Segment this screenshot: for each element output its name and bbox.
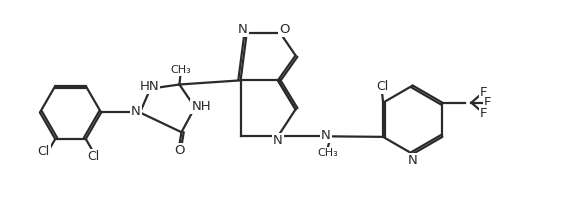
Text: F: F	[480, 86, 488, 99]
Text: CH₃: CH₃	[318, 148, 338, 158]
Text: N: N	[131, 105, 141, 118]
Text: O: O	[279, 23, 289, 36]
Text: HN: HN	[140, 80, 159, 93]
Text: Cl: Cl	[376, 80, 388, 93]
Text: O: O	[174, 144, 185, 157]
Text: N: N	[238, 23, 247, 36]
Text: F: F	[480, 107, 488, 120]
Text: NH: NH	[191, 100, 211, 113]
Text: N: N	[321, 129, 330, 142]
Text: Cl: Cl	[87, 150, 99, 163]
Text: N: N	[408, 154, 417, 167]
Text: CH₃: CH₃	[170, 65, 191, 75]
Text: Cl: Cl	[38, 145, 50, 158]
Text: N: N	[273, 134, 283, 147]
Text: F: F	[484, 96, 492, 109]
